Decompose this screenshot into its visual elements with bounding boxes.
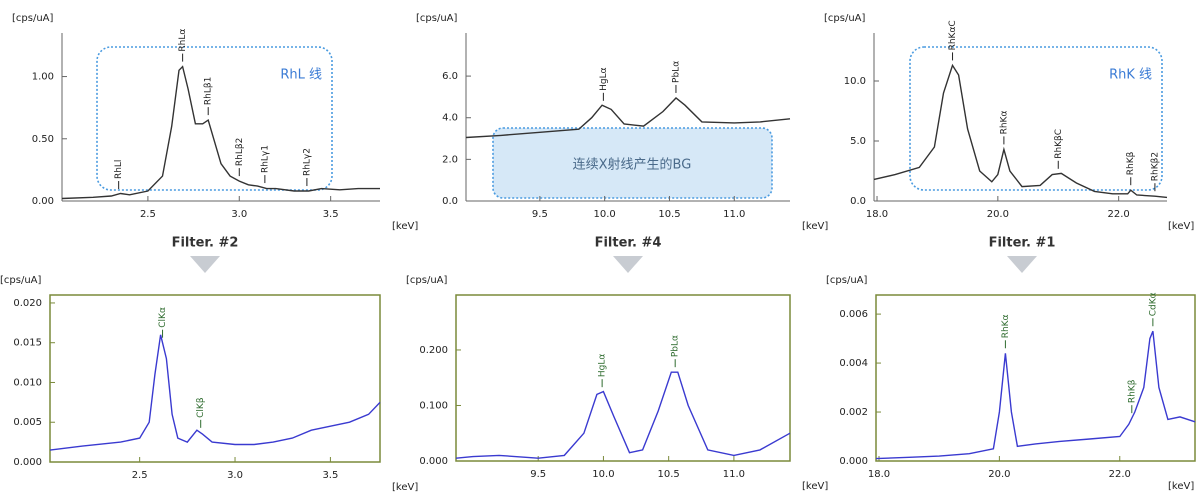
arrow — [1007, 256, 1037, 273]
filter-label: Filter. #1 — [989, 236, 1056, 251]
y-tick-label: 5.0 — [850, 136, 866, 147]
y-tick-label: 0.015 — [13, 338, 42, 349]
y-axis-label: [cps/uA] — [0, 275, 42, 286]
x-axis-label: [keV] — [392, 221, 418, 232]
spectrum-line — [49, 334, 381, 451]
plot-frame — [455, 294, 791, 462]
annotation: CdKα — [1148, 292, 1158, 316]
y-tick-label: 0.002 — [839, 407, 868, 418]
y-tick-label: 0.00 — [32, 196, 54, 207]
y-tick-label: 2.0 — [442, 154, 458, 165]
y-tick-label: 1.00 — [32, 72, 54, 83]
y-axis-label: [cps/uA] — [406, 275, 448, 286]
x-tick-label: 3.5 — [323, 209, 339, 220]
x-tick-label: 3.5 — [322, 470, 338, 481]
x-tick-label: 2.5 — [140, 209, 156, 220]
annotation: PbLα — [671, 335, 681, 357]
y-tick-label: 6.0 — [442, 71, 458, 82]
x-tick-label: 11.0 — [723, 469, 745, 480]
spectrum-line — [455, 371, 791, 459]
x-tick-label: 18.0 — [866, 209, 888, 220]
spectrum-line — [465, 97, 791, 139]
annotation: RhLβ2 — [235, 138, 245, 166]
y-axis-label: [cps/uA] — [416, 13, 458, 24]
annotation: RhKβ — [1127, 379, 1137, 403]
y-tick-label: 0.0 — [850, 196, 866, 207]
y-tick-label: 0.000 — [839, 456, 868, 467]
x-tick-label: 9.5 — [532, 209, 548, 220]
annotation: RhLα — [178, 29, 188, 52]
annotation: RhLl — [114, 160, 124, 179]
annotation: ClKβ — [196, 397, 206, 418]
rhl-box — [96, 46, 333, 191]
annotation: RhKβ2 — [1150, 152, 1160, 181]
box-label: 连续X射线产生的BG — [573, 157, 692, 173]
y-axis-label: [cps/uA] — [824, 13, 866, 24]
y-tick-label: 0.004 — [839, 358, 868, 369]
x-tick-label: 11.0 — [723, 209, 745, 220]
annotation: RhKαC — [948, 20, 958, 50]
y-tick-label: 0.50 — [32, 134, 54, 145]
annotation: ClKα — [158, 307, 168, 328]
annotation: RhLβ1 — [204, 77, 214, 105]
y-axis-label: [cps/uA] — [12, 13, 54, 24]
y-tick-label: 0.000 — [13, 457, 42, 468]
arrow — [613, 256, 643, 273]
x-tick-label: 9.5 — [530, 469, 546, 480]
y-tick-label: 0.200 — [419, 345, 448, 356]
x-axis-label: [keV] — [1168, 221, 1194, 232]
x-tick-label: 20.0 — [987, 209, 1009, 220]
y-tick-label: 0.100 — [419, 400, 448, 411]
x-tick-label: 2.5 — [132, 470, 148, 481]
arrow — [190, 256, 220, 273]
annotation: RhKα — [999, 111, 1009, 135]
y-tick-label: 10.0 — [844, 76, 866, 87]
x-tick-label: 10.5 — [658, 469, 680, 480]
spectrum-line — [873, 63, 1168, 199]
x-tick-label: 22.0 — [1109, 469, 1131, 480]
annotation: RhLγ2 — [302, 148, 312, 176]
x-axis-label: [keV] — [1168, 481, 1194, 492]
y-tick-label: 0.010 — [13, 377, 42, 388]
spectrum-line — [61, 65, 380, 200]
x-tick-label: 10.0 — [594, 209, 616, 220]
x-axis-label: [keV] — [392, 482, 418, 492]
filter-label: Filter. #2 — [172, 236, 239, 251]
y-tick-label: 0.000 — [419, 456, 448, 467]
y-tick-label: 4.0 — [442, 113, 458, 124]
x-tick-label: 10.5 — [658, 209, 680, 220]
filter-label: Filter. #4 — [595, 236, 662, 251]
y-tick-label: 0.006 — [839, 309, 868, 320]
y-axis-label: [cps/uA] — [826, 275, 868, 286]
annotation: RhKβ — [1126, 151, 1136, 175]
x-tick-label: 20.0 — [988, 469, 1010, 480]
box-label: RhK 线 — [1109, 68, 1152, 83]
box-label: RhL 线 — [280, 68, 322, 83]
rhk-box — [909, 46, 1163, 191]
y-tick-label: 0.0 — [442, 196, 458, 207]
y-tick-label: 0.005 — [13, 417, 42, 428]
x-tick-label: 3.0 — [231, 209, 247, 220]
x-tick-label: 3.0 — [227, 470, 243, 481]
annotation: RhKβC — [1054, 129, 1064, 159]
annotation: PbLα — [671, 61, 681, 83]
x-tick-label: 10.0 — [592, 469, 614, 480]
bg-box — [492, 127, 773, 199]
spectrum-line — [875, 330, 1196, 460]
annotation: RhKα — [1001, 314, 1011, 338]
annotation: HgLα — [598, 354, 608, 377]
x-axis-label: [keV] — [802, 221, 828, 232]
y-tick-label: 0.020 — [13, 298, 42, 309]
x-axis-label: [keV] — [802, 481, 828, 492]
plot-frame — [875, 294, 1196, 462]
plot-frame — [49, 294, 381, 463]
annotation: HgLα — [599, 67, 609, 90]
x-tick-label: 22.0 — [1108, 209, 1130, 220]
x-tick-label: 18.0 — [868, 469, 890, 480]
annotation: RhLγ1 — [260, 145, 270, 173]
